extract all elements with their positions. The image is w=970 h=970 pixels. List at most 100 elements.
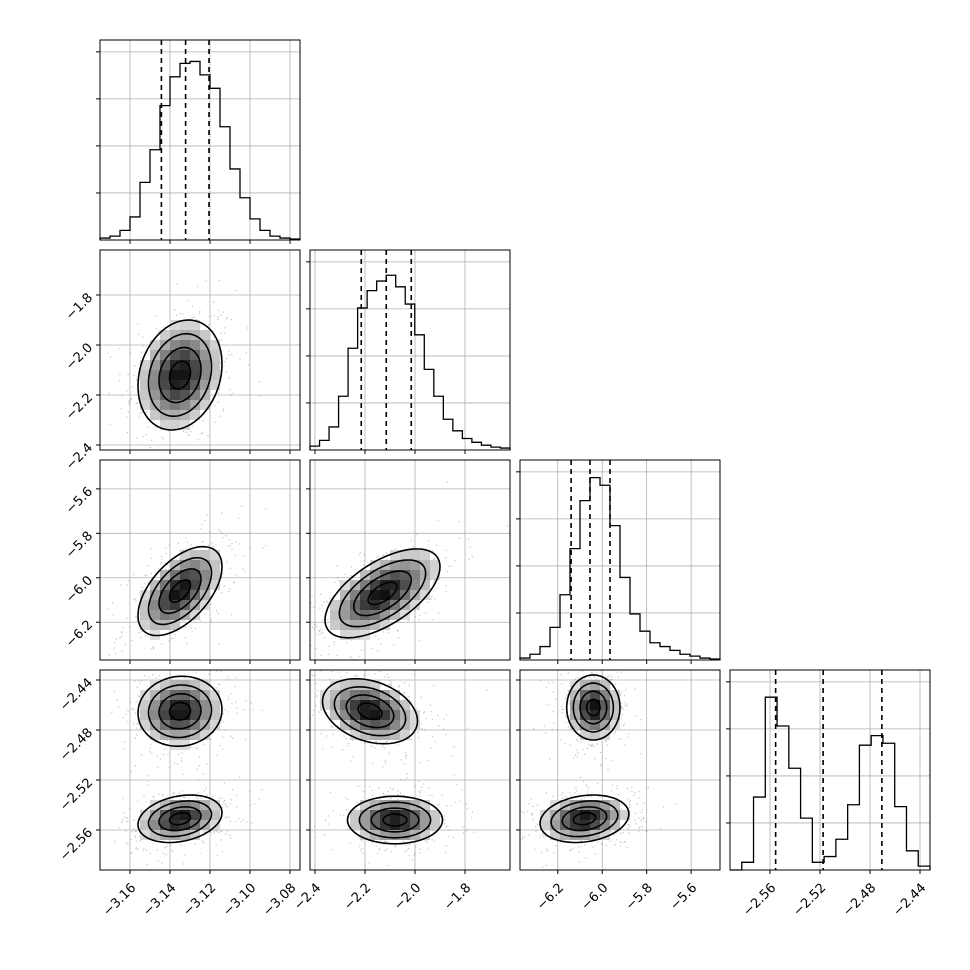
- density-cell: [190, 360, 200, 370]
- y-tick-label-1-1: −2.2: [63, 390, 96, 423]
- x-tick-label-1-2: −2.0: [391, 881, 424, 914]
- density-cell: [200, 810, 210, 820]
- density-cell: [150, 390, 160, 400]
- contour-0-2: [345, 694, 395, 729]
- density-cell: [140, 360, 150, 370]
- density-cell: [190, 400, 200, 410]
- density-cell: [200, 560, 210, 570]
- contour-0-1: [147, 333, 213, 417]
- density-cell: [170, 730, 180, 740]
- density-cell: [390, 700, 400, 710]
- contour-0-3: [367, 581, 398, 606]
- density-cell: [170, 590, 180, 600]
- density-cell: [600, 700, 610, 710]
- density-cell: [170, 830, 180, 840]
- panel-frame: [99, 39, 301, 241]
- panel-content: [520, 670, 720, 870]
- density-cell: [200, 370, 210, 380]
- density-cell: [210, 720, 220, 730]
- density-cell: [180, 590, 190, 600]
- density-cell: [410, 720, 420, 730]
- density-cell: [200, 380, 210, 390]
- density-cell: [170, 380, 180, 390]
- density-cell: [420, 560, 430, 570]
- y-tick-label-1-0: −2.4: [63, 440, 96, 473]
- density-cell: [140, 810, 150, 820]
- density-cell: [550, 810, 560, 820]
- density-cell: [160, 330, 170, 340]
- density-cell: [390, 810, 400, 820]
- density-cell: [420, 550, 430, 560]
- density-cell: [390, 800, 400, 810]
- density-cell: [580, 810, 590, 820]
- density-cell: [170, 350, 180, 360]
- density-cell: [160, 830, 170, 840]
- density-cell: [180, 730, 190, 740]
- density-cell: [180, 330, 190, 340]
- density-cell: [360, 810, 370, 820]
- density-cell: [150, 340, 160, 350]
- density-cell: [370, 570, 380, 580]
- density-cell: [380, 580, 390, 590]
- density-cell: [610, 800, 620, 810]
- density-cell: [400, 570, 410, 580]
- density-cell: [160, 350, 170, 360]
- density-cell: [190, 600, 200, 610]
- density-cell: [360, 700, 370, 710]
- density-cell: [200, 550, 210, 560]
- density-cell: [170, 720, 180, 730]
- density-cell: [180, 710, 190, 720]
- density-cell: [200, 580, 210, 590]
- density-cell: [170, 740, 180, 750]
- density-cell: [210, 340, 220, 350]
- density-cell: [420, 830, 430, 840]
- density-cell: [200, 680, 210, 690]
- contour-1-0: [346, 795, 444, 845]
- density-cell: [400, 730, 410, 740]
- density-cell: [140, 830, 150, 840]
- contour-1-3: [572, 812, 597, 826]
- density-cell: [400, 550, 410, 560]
- y-tick-label-2-1: −6.0: [63, 573, 96, 606]
- density-cell: [160, 340, 170, 350]
- density-cell: [390, 590, 400, 600]
- density-cell: [350, 710, 360, 720]
- panel-frame: [729, 669, 931, 871]
- density-cell: [590, 680, 600, 690]
- density-cell: [370, 720, 380, 730]
- contour-0-2: [352, 570, 413, 617]
- x-tick-label-0-3: −3.10: [220, 881, 259, 920]
- density-cell: [170, 800, 180, 810]
- density-cell: [210, 360, 220, 370]
- density-cell: [580, 710, 590, 720]
- density-cell: [380, 820, 390, 830]
- density-cell: [140, 610, 150, 620]
- density-cell: [380, 720, 390, 730]
- panel-frame: [99, 669, 301, 871]
- density-cell: [200, 350, 210, 360]
- density-cell: [570, 810, 580, 820]
- density-cell: [190, 570, 200, 580]
- density-cell: [180, 570, 190, 580]
- density-cell: [150, 370, 160, 380]
- density-cell: [590, 720, 600, 730]
- density-cell: [590, 800, 600, 810]
- density-cell: [350, 590, 360, 600]
- density-cell: [350, 630, 360, 640]
- contour-0-3: [168, 701, 192, 721]
- density-cell: [360, 800, 370, 810]
- histogram-panel-0: [96, 39, 301, 244]
- density-cell: [210, 560, 220, 570]
- density-cell: [200, 390, 210, 400]
- density-cell: [360, 680, 370, 690]
- density-cell: [160, 710, 170, 720]
- density-cell: [390, 710, 400, 720]
- density-cell: [400, 700, 410, 710]
- density-cell: [360, 570, 370, 580]
- density-cell: [210, 380, 220, 390]
- density-cell: [420, 810, 430, 820]
- density-cell: [580, 800, 590, 810]
- y-tick-label-2-2: −5.8: [63, 529, 96, 562]
- contour-0-3: [357, 702, 383, 721]
- density-cell: [570, 720, 580, 730]
